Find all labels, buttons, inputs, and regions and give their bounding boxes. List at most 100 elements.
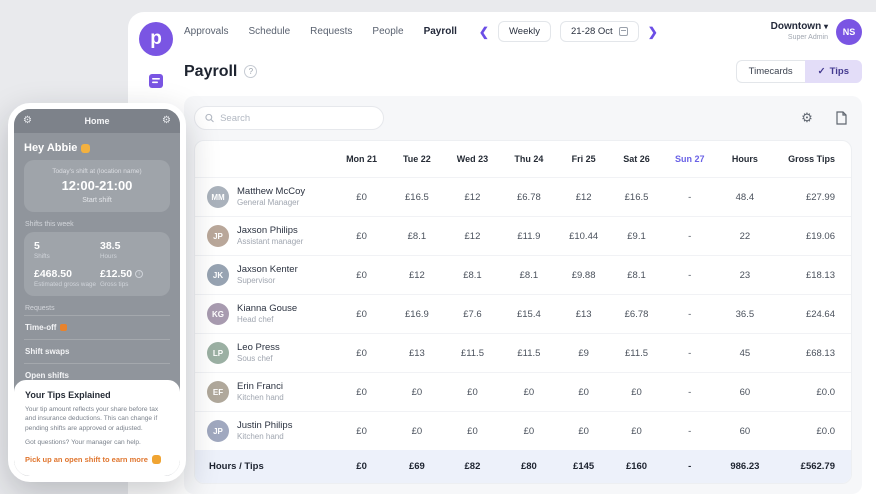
value-cell: £0	[501, 411, 557, 450]
phone-settings-icon[interactable]: ⚙	[162, 115, 171, 126]
nav-item-people[interactable]: People	[372, 26, 404, 38]
employee-name: Kianna Gouse	[237, 303, 298, 315]
table-row[interactable]: KG Kianna Gouse Head chef £0 £16.9 £7.6 £15.4 £…	[195, 294, 851, 334]
value-cell: 60	[717, 372, 773, 412]
value-cell: £0	[332, 372, 391, 412]
chevron-down-icon: ▾	[823, 22, 828, 32]
tab-tips[interactable]: ✓ Tips	[804, 60, 862, 84]
employee-role: Head chef	[237, 315, 274, 325]
export-document-icon[interactable]	[830, 107, 852, 129]
nav-item-schedule[interactable]: Schedule	[248, 26, 291, 38]
stat-label: Hours	[100, 253, 117, 260]
employee-role: Kitchen hand	[237, 393, 284, 403]
payroll-table: Mon 21 Tue 22 Wed 23 Thu 24 Fri 25 Sat 26 Sun …	[195, 141, 851, 483]
footer-total-cell: 986.23	[717, 450, 773, 483]
mobile-app-preview: ⚙ Home ⚙ Hey Abbie Today's shift at (loc…	[8, 103, 186, 482]
column-header: Tue 22	[402, 154, 431, 164]
nav-item-requests[interactable]: Requests	[310, 26, 353, 38]
table-body: MM Matthew McCoy General Manager £0 £16.5 £12…	[195, 177, 851, 450]
requests-label: Requests	[25, 305, 55, 312]
value-cell: £0	[501, 372, 557, 412]
value-cell: £0	[611, 372, 663, 412]
stat-label: Estimated gross wage	[34, 281, 96, 288]
date-range-picker[interactable]: 21-28 Oct	[559, 21, 639, 43]
top-navbar: Approvals Schedule Requests People Payroll ❮…	[184, 12, 862, 52]
shifts-week-label: Shifts this week	[25, 221, 74, 228]
search-box[interactable]	[194, 106, 384, 130]
table-row[interactable]: MM Matthew McCoy General Manager £0 £16.5 £12…	[195, 177, 851, 217]
table-row[interactable]: EF Erin Franci Kitchen hand £0 £0 £0 £0 £0 £0-60…	[195, 372, 851, 412]
chevron-left-icon[interactable]: ❮	[478, 24, 489, 39]
value-cell: £7.6	[443, 294, 502, 334]
period-select[interactable]: Weekly	[497, 21, 551, 43]
value-cell: £16.5	[390, 177, 444, 217]
value-cell: £0	[332, 294, 391, 334]
footer-total-cell: -	[662, 450, 718, 483]
info-icon[interactable]: i	[135, 270, 144, 278]
table-row[interactable]: JP Justin Philips Kitchen hand £0 £0 £0 £0 £0 £0…	[195, 411, 851, 450]
phone-gear-icon[interactable]: ⚙	[23, 115, 32, 126]
phone-screen-title: Home	[84, 116, 110, 126]
requests-list: Time-off Shift swaps Open shifts	[24, 315, 170, 388]
value-cell: £0.0	[772, 411, 851, 450]
value-cell: 45	[717, 333, 773, 373]
footer-total-cell: £82	[443, 450, 502, 483]
employee-name: Jaxson Kenter	[237, 264, 298, 276]
date-range-value: 21-28 Oct	[570, 26, 613, 38]
open-shift-link[interactable]: Pick up an open shift to earn more	[25, 455, 169, 464]
footer-total-cell: £145	[556, 450, 611, 483]
table-header-row: Mon 21 Tue 22 Wed 23 Thu 24 Fri 25 Sat 26 Sun …	[195, 141, 851, 178]
tasks-icon[interactable]	[147, 72, 165, 90]
start-shift-button[interactable]: Start shift	[82, 197, 112, 204]
value-cell: £11.5	[443, 333, 502, 373]
value-cell: £6.78	[501, 177, 557, 217]
account-area: Downtown ▾ Super Admin NS	[770, 18, 862, 45]
table-row[interactable]: JK Jaxson Kenter Supervisor £0 £12 £8.1 £8.1 £9…	[195, 255, 851, 295]
value-cell: -	[662, 294, 718, 334]
page-header: Payroll ? Timecards ✓ Tips	[184, 56, 862, 88]
value-cell: £16.9	[390, 294, 444, 334]
location-switcher[interactable]: Downtown ▾	[770, 21, 828, 33]
search-input[interactable]	[220, 112, 373, 124]
value-cell: £15.4	[501, 294, 557, 334]
value-cell: £0	[332, 216, 391, 256]
value-cell: £0	[443, 411, 502, 450]
value-cell: 48.4	[717, 177, 773, 217]
help-icon[interactable]: ?	[244, 65, 258, 79]
value-cell: £8.1	[611, 255, 663, 295]
value-cell: £9.88	[556, 255, 611, 295]
tips-card-title: Your Tips Explained	[25, 389, 111, 400]
value-cell: £8.1	[443, 255, 502, 295]
column-header: Sat 26	[623, 154, 650, 164]
request-item-shift-swaps[interactable]: Shift swaps	[24, 340, 170, 364]
nav-item-payroll[interactable]: Payroll	[423, 26, 457, 38]
value-cell: £12	[556, 177, 611, 217]
employee-role: Supervisor	[237, 276, 276, 286]
settings-gear-icon[interactable]: ⚙	[801, 110, 813, 125]
shift-time: 12:00-21:00	[61, 178, 133, 193]
stat-value: £468.50	[34, 268, 72, 280]
wave-hand-icon	[81, 143, 91, 153]
nav-item-approvals[interactable]: Approvals	[184, 26, 229, 38]
employee-avatar: JK	[207, 264, 229, 286]
employee-name: Jaxson Philips	[237, 225, 298, 237]
value-cell: 22	[717, 216, 773, 256]
request-item-time-off[interactable]: Time-off	[24, 315, 170, 340]
column-header: Sun 27	[674, 154, 705, 164]
tab-timecards[interactable]: Timecards	[735, 60, 805, 84]
check-icon: ✓	[817, 66, 826, 78]
tips-card-body: Your tip amount reflects your share befo…	[25, 405, 159, 432]
view-toggle: Timecards ✓ Tips	[735, 60, 862, 84]
week-stat: £12.50 i Gross tips	[100, 268, 160, 288]
value-cell: -	[662, 333, 718, 373]
value-cell: £16.5	[611, 177, 663, 217]
app-logo[interactable]: p	[139, 22, 173, 56]
user-avatar[interactable]: NS	[836, 18, 862, 45]
content-panel: ⚙ Mon 21 Tue 22 Wed 23 Thu 24 Fri 25 Sat 26 Su…	[184, 96, 862, 494]
table-row[interactable]: LP Leo Press Sous chef £0 £13 £11.5 £11.5 £9 £11…	[195, 333, 851, 373]
week-stat: 5 Shifts	[34, 240, 100, 260]
employee-avatar: EF	[207, 381, 229, 403]
table-row[interactable]: JP Jaxson Philips Assistant manager £0 £8.1 £…	[195, 216, 851, 256]
chevron-right-icon[interactable]: ❯	[647, 24, 658, 39]
value-cell: £11.5	[501, 333, 557, 373]
